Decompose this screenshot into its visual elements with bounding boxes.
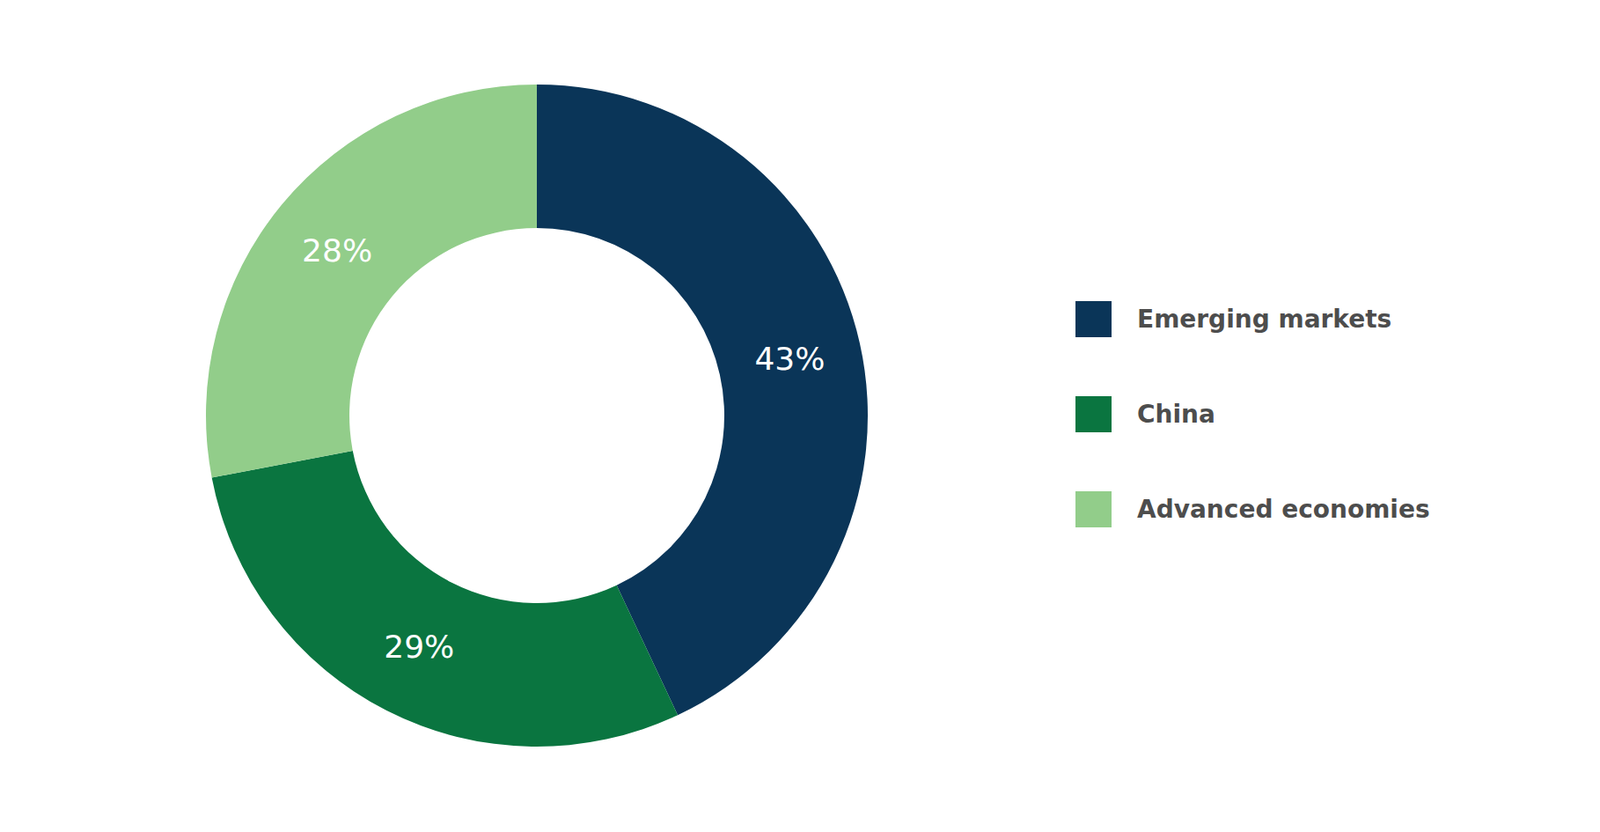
legend-label: Advanced economies — [1137, 494, 1431, 524]
legend-swatch — [1075, 491, 1112, 528]
legend-swatch — [1075, 300, 1112, 338]
donut — [205, 84, 868, 747]
slice — [212, 450, 678, 747]
legend-label: China — [1137, 399, 1216, 429]
chart: 43% 29% 28% Emerging markets China Advanced e… — [0, 0, 1600, 832]
legend-item: Emerging markets — [1075, 300, 1392, 338]
data-labels: 43% 29% 28% — [301, 232, 825, 665]
legend: Emerging markets China Advanced economies — [1075, 300, 1431, 528]
legend-item: China — [1075, 396, 1216, 433]
data-label: 28% — [301, 232, 373, 269]
slice — [205, 84, 537, 478]
data-label: 43% — [754, 340, 825, 377]
legend-swatch — [1075, 396, 1112, 433]
data-label: 29% — [383, 628, 455, 665]
legend-item: Advanced economies — [1075, 491, 1431, 528]
legend-label: Emerging markets — [1137, 304, 1392, 334]
